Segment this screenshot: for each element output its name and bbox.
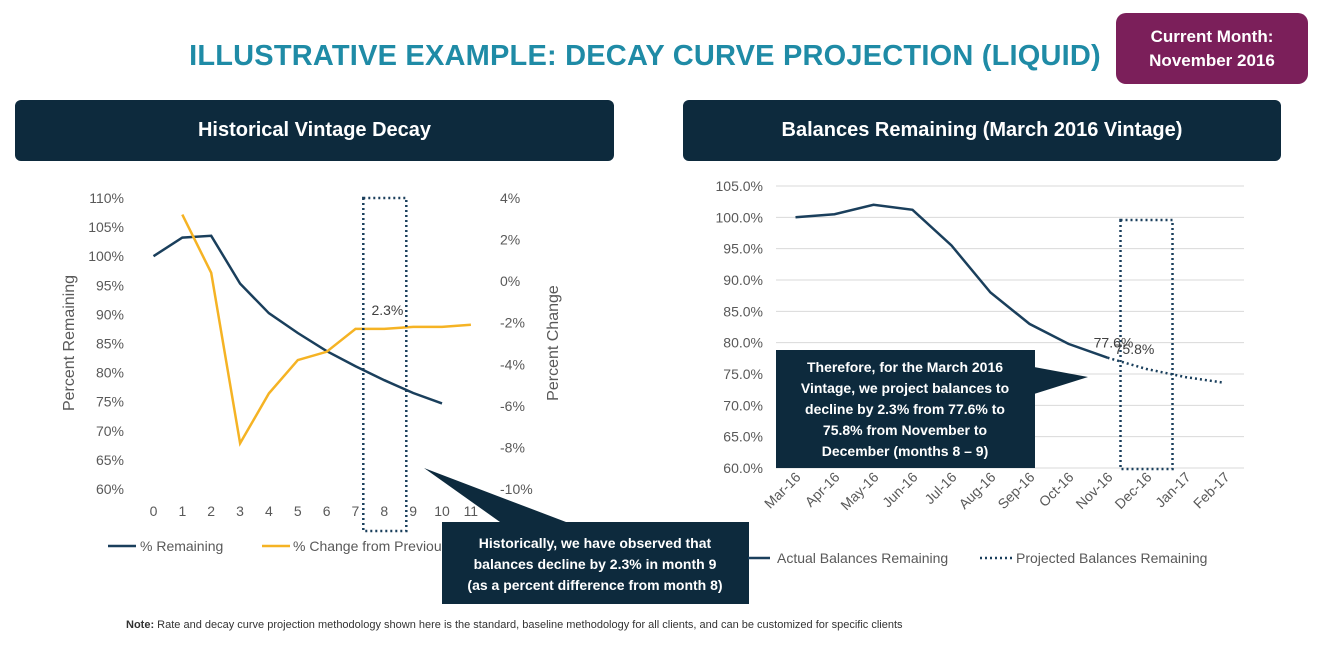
- left-y2-tick-label: -8%: [500, 439, 525, 455]
- left-x-tick-label: 8: [380, 503, 388, 519]
- right-callout-box: [776, 350, 1035, 468]
- left-y-tick-label: 110%: [89, 190, 124, 206]
- left-x-tick-label: 0: [150, 503, 158, 519]
- december-highlight-box: [1119, 218, 1174, 471]
- pct-change-series-line: [181, 214, 471, 447]
- month-8-highlight-box: [362, 196, 408, 533]
- remaining-series-line: [152, 234, 443, 405]
- left-callout-text: Historically, we have observed that: [479, 535, 712, 551]
- right-y-tick-label: 60.0%: [723, 460, 763, 476]
- right-callout-text: December (months 8 – 9): [822, 443, 989, 459]
- left-y-tick-label: 95%: [96, 277, 124, 293]
- left-y-tick-label: 60%: [96, 481, 124, 497]
- left-y2-tick-label: 2%: [500, 232, 520, 248]
- right-y-tick-label: 100.0%: [716, 209, 763, 225]
- badge-line-2: November 2016: [1149, 50, 1275, 70]
- right-y-tick-label: 70.0%: [723, 397, 763, 413]
- left-y-tick-label: 70%: [96, 423, 124, 439]
- left-y-tick-label: 65%: [96, 452, 124, 468]
- legend-projected-label: Projected Balances Remaining: [1016, 550, 1207, 566]
- right-data-label-dec: 75.8%: [1115, 341, 1155, 357]
- left-y2-tick-label: 0%: [500, 273, 520, 289]
- right-callout-pointer: [1034, 367, 1088, 394]
- badge-line-1: Current Month:: [1150, 26, 1274, 46]
- current-month-badge: Current Month: November 2016: [1116, 13, 1308, 84]
- right-y-tick-label: 65.0%: [723, 429, 763, 445]
- footnote-label: Note:: [126, 619, 155, 631]
- left-x-tick-label: 10: [434, 503, 450, 519]
- left-callout-text: (as a percent difference from month 8): [467, 577, 722, 593]
- left-y2-tick-label: -4%: [500, 356, 525, 372]
- projected-balances-line: [1107, 356, 1225, 385]
- footnote: Note: Rate and decay curve projection me…: [126, 619, 903, 631]
- right-panel-header: Balances Remaining (March 2016 Vintage): [683, 100, 1281, 161]
- right-callout-text: 75.8% from November to: [823, 422, 987, 438]
- left-callout-pointer: [424, 468, 566, 522]
- historical-vintage-decay-chart: 60%65%70%75%80%85%90%95%100%105%110%-10%…: [61, 190, 562, 554]
- left-y2-tick-label: -10%: [500, 481, 533, 497]
- left-x-tick-label: 3: [236, 503, 244, 519]
- left-panel-header: Historical Vintage Decay: [15, 100, 614, 161]
- left-y-tick-label: 85%: [96, 336, 124, 352]
- left-x-tick-label: 1: [178, 503, 186, 519]
- right-y-tick-label: 105.0%: [716, 178, 763, 194]
- left-callout-text: balances decline by 2.3% in month 9: [474, 556, 717, 572]
- left-y-tick-label: 75%: [96, 394, 124, 410]
- left-y-tick-label: 80%: [96, 365, 124, 381]
- left-callout-box: [442, 522, 749, 604]
- page-title: ILLUSTRATIVE EXAMPLE: DECAY CURVE PROJEC…: [189, 40, 1101, 72]
- footnote-text: Rate and decay curve projection methodol…: [154, 619, 903, 631]
- actual-balances-line: [795, 203, 1108, 359]
- legend-remaining-label: % Remaining: [140, 538, 223, 554]
- legend-actual-label: Actual Balances Remaining: [777, 550, 948, 566]
- left-x-tick-label: 6: [323, 503, 331, 519]
- balances-remaining-chart: 60.0% 65.0% 70.0% 75.0% 80.0% 85.0% 90.0% 95.0%…: [716, 178, 1244, 566]
- right-data-label-nov: 77.6%: [1094, 335, 1134, 351]
- legend-pct-change-label: % Change from Previous: [293, 538, 449, 554]
- left-y2-axis-title: Percent Change: [545, 285, 562, 401]
- left-x-tick-label: 4: [265, 503, 273, 519]
- right-callout-text: Therefore, for the March 2016: [807, 359, 1003, 375]
- right-y-tick-label: 95.0%: [723, 241, 763, 257]
- left-y-tick-label: 90%: [96, 306, 124, 322]
- left-y2-tick-label: -6%: [500, 398, 525, 414]
- left-x-tick-label: 2: [207, 503, 215, 519]
- left-y-axis-title: Percent Remaining: [61, 275, 78, 411]
- right-callout-text: Vintage, we project balances to: [801, 380, 1009, 396]
- left-y-tick-label: 100%: [88, 248, 124, 264]
- left-y2-tick-label: -2%: [500, 315, 525, 331]
- left-y-tick-label: 105%: [88, 219, 124, 235]
- left-x-tick-label: 5: [294, 503, 302, 519]
- right-y-tick-label: 85.0%: [723, 303, 763, 319]
- left-x-tick-label: 11: [464, 503, 479, 519]
- right-y-tick-label: 80.0%: [723, 335, 763, 351]
- left-y2-tick-label: 4%: [500, 190, 520, 206]
- right-callout-text: decline by 2.3% from 77.6% to: [805, 401, 1005, 417]
- left-x-tick-label: 7: [352, 503, 360, 519]
- right-y-tick-label: 75.0%: [723, 366, 763, 382]
- left-x-tick-label: 9: [409, 503, 417, 519]
- left-data-label: 2.3%: [371, 302, 403, 318]
- right-y-tick-label: 90.0%: [723, 272, 763, 288]
